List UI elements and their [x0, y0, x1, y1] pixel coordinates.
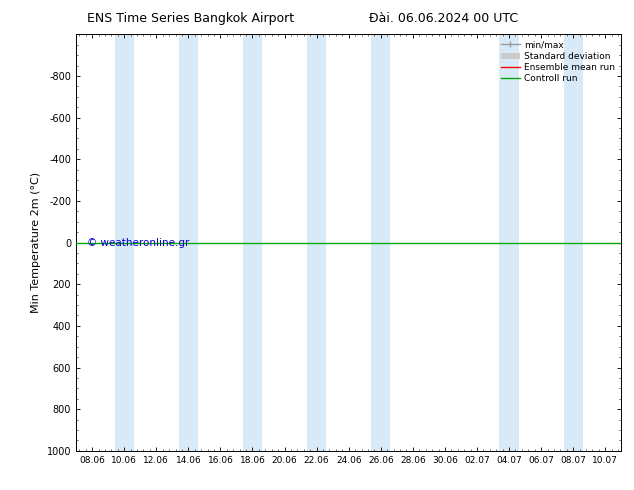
- Y-axis label: Min Temperature 2m (°C): Min Temperature 2m (°C): [31, 172, 41, 313]
- Bar: [307, 34, 327, 451]
- Text: © weatheronline.gr: © weatheronline.gr: [87, 238, 190, 247]
- Bar: [371, 34, 391, 451]
- Bar: [115, 34, 134, 451]
- Bar: [564, 34, 583, 451]
- Bar: [179, 34, 198, 451]
- Text: ENS Time Series Bangkok Airport: ENS Time Series Bangkok Airport: [87, 12, 294, 25]
- Bar: [500, 34, 519, 451]
- Bar: [243, 34, 262, 451]
- Legend: min/max, Standard deviation, Ensemble mean run, Controll run: min/max, Standard deviation, Ensemble me…: [499, 39, 617, 85]
- Text: Đài. 06.06.2024 00 UTC: Đài. 06.06.2024 00 UTC: [369, 12, 519, 25]
